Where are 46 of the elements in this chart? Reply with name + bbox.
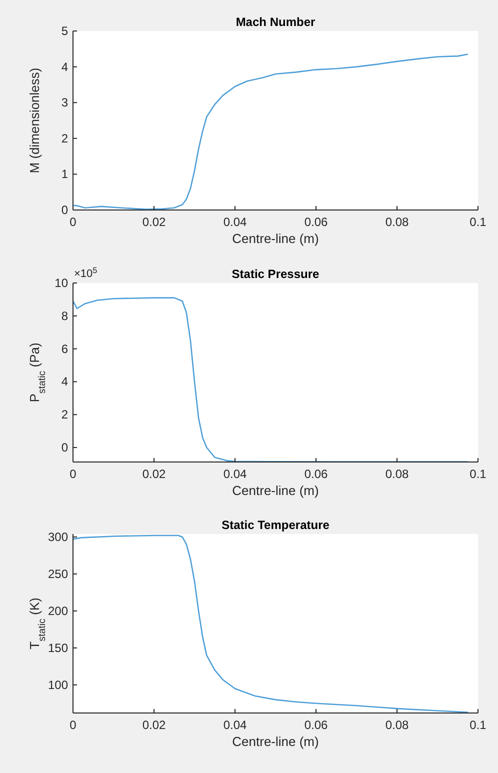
y-tick-label: 2 — [61, 408, 68, 422]
y-tick-label: 300 — [48, 530, 68, 544]
y-tick-label: 3 — [61, 96, 68, 110]
x-tick-label: 0.1 — [470, 215, 487, 229]
x-tick-label: 0.06 — [304, 467, 328, 481]
x-tick-label: 0 — [70, 467, 77, 481]
y-tick-label: 8 — [61, 308, 68, 323]
y-tick-label: 200 — [48, 604, 68, 618]
y-tick-label: 10 — [54, 276, 68, 290]
y-tick-label: 0 — [61, 203, 68, 217]
x-tick-label: 0.04 — [223, 467, 247, 481]
x-tick-label: 0.04 — [223, 718, 247, 732]
x-tick-label: 0.04 — [223, 215, 247, 229]
x-axis-title: Centre-line (m) — [232, 231, 319, 246]
x-tick-label: 0 — [70, 215, 77, 229]
x-tick-label: 0.06 — [304, 215, 328, 229]
line-series — [72, 534, 469, 713]
x-tick-label: 0.08 — [385, 215, 409, 229]
y-tick-label: 2 — [61, 131, 68, 146]
x-tick-label: 0.02 — [142, 467, 166, 481]
chart-title: Static Pressure — [232, 267, 320, 281]
x-tick-label: 0 — [70, 718, 77, 732]
y-tick-label: 4 — [61, 374, 68, 389]
x-tick-label: 0.08 — [385, 718, 409, 732]
y-tick-label: 0 — [61, 440, 68, 455]
y-tick-label: 6 — [61, 342, 68, 356]
x-tick-label: 0.1 — [470, 467, 487, 481]
y-tick-label: 4 — [61, 60, 68, 74]
y-axis-title: M (dimensionless) — [27, 68, 42, 174]
y-tick-label: 250 — [48, 566, 68, 581]
text: ×10$^{5}$ — [74, 266, 98, 280]
line-series — [72, 297, 469, 462]
y-tick-label: 150 — [48, 640, 68, 655]
y-tick-label: 100 — [48, 678, 68, 692]
y-tick-label: 1 — [61, 167, 68, 182]
chart-title: Mach Number — [236, 15, 316, 29]
chart-title: Static Temperature — [222, 518, 330, 532]
x-axis-title: Centre-line (m) — [232, 734, 319, 749]
x-tick-label: 0.02 — [142, 215, 166, 229]
x-tick-label: 0.08 — [385, 467, 409, 481]
x-axis-title: Centre-line (m) — [232, 483, 319, 498]
x-tick-label: 0.02 — [142, 718, 166, 732]
line-series — [72, 54, 469, 210]
x-tick-label: 0.06 — [304, 718, 328, 732]
y-tick-label: 5 — [61, 24, 68, 38]
x-tick-label: 0.1 — [470, 718, 487, 732]
